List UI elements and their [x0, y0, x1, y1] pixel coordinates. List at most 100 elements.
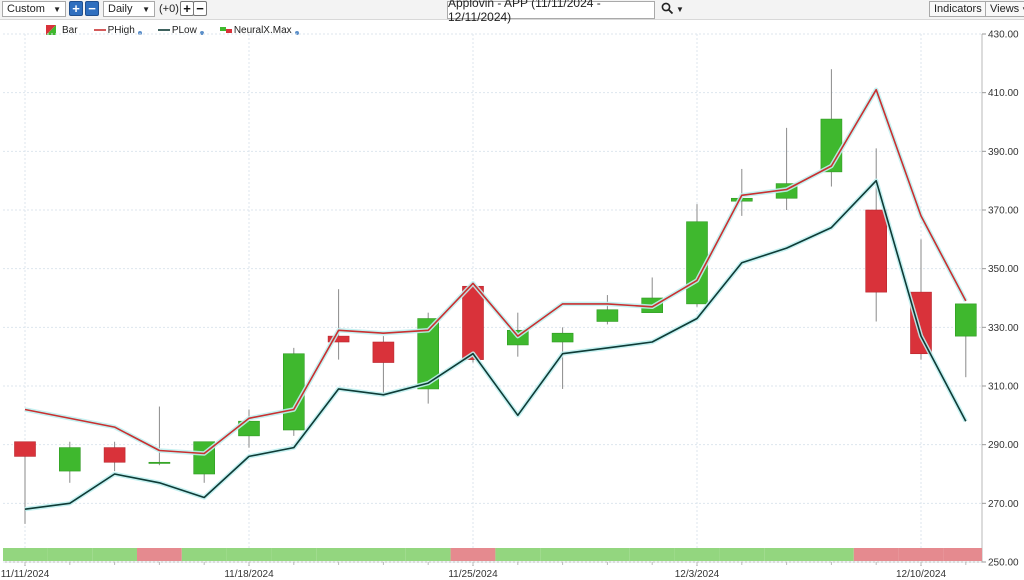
settings-dot-icon[interactable] [294, 30, 299, 35]
indicators-button[interactable]: Indicators ▼ [929, 1, 997, 17]
x-tick-label: 11/11/2024 [1, 569, 50, 580]
signal-band-segment [495, 548, 541, 561]
range-select-value: Custom [7, 3, 45, 15]
signal-band-segment [137, 548, 182, 561]
candle-body [462, 285, 484, 360]
candle-body [58, 447, 81, 472]
signal-band-segment [540, 548, 585, 561]
candle-body [282, 353, 305, 431]
signal-band-segment [853, 548, 899, 561]
range-select[interactable]: Custom ▼ [2, 1, 66, 17]
signal-band-segment [3, 548, 48, 561]
offset-minus-button[interactable]: − [193, 1, 207, 16]
toolbar: Custom ▼ + − Daily ▼ (+0) + − Applovin -… [0, 0, 1024, 24]
candle-body [238, 420, 260, 437]
interval-select[interactable]: Daily ▼ [103, 1, 155, 17]
x-tick-label: 11/25/2024 [448, 569, 498, 580]
signal-band-segment [809, 548, 854, 561]
signal-swatch-icon [219, 27, 232, 33]
line-swatch-icon [157, 29, 170, 31]
signal-band-segment [316, 548, 361, 561]
plus-icon: + [183, 1, 191, 16]
series-line [24, 88, 967, 455]
minus-icon: − [88, 1, 96, 16]
chart-title[interactable]: Applovin - APP (11/11/2024 - 12/11/2024) [447, 0, 655, 24]
y-tick-label: 410.00 [988, 88, 1019, 99]
zoom-out-button[interactable]: − [85, 1, 99, 16]
signal-band-segment [405, 548, 451, 561]
candle-body [954, 303, 977, 337]
y-tick-label: 310.00 [988, 382, 1019, 393]
signal-band-segment [585, 548, 630, 561]
legend-item-plow[interactable]: PLow [157, 24, 204, 36]
candle-body [910, 291, 932, 355]
plus-icon: + [72, 1, 80, 16]
signal-band-segment [898, 548, 944, 561]
chevron-down-icon: ▼ [142, 4, 150, 14]
candle-body [148, 461, 171, 464]
legend-item-bar[interactable]: Bar [46, 25, 78, 36]
zoom-in-button[interactable]: + [69, 1, 83, 16]
y-tick-label: 370.00 [988, 206, 1019, 217]
settings-dot-icon[interactable] [199, 30, 204, 35]
legend-label: PLow [171, 24, 197, 36]
y-tick-label: 430.00 [988, 30, 1019, 41]
interval-select-value: Daily [108, 3, 133, 15]
views-button[interactable]: Views ▼ [985, 1, 1024, 17]
legend-label: PHigh [107, 24, 135, 36]
candle-body [641, 297, 664, 313]
candle-body [506, 329, 529, 346]
chevron-down-icon: ▼ [53, 4, 61, 14]
chevron-down-icon[interactable]: ▼ [676, 5, 684, 14]
candle-body [193, 441, 215, 475]
x-axis: 11/11/2024 11/18/2024 11/25/2024 12/3/2024 1… [1, 562, 967, 580]
candle-body [865, 209, 888, 293]
candle-body [820, 118, 843, 173]
legend-label: NeuralX.Max [233, 24, 292, 36]
chart-legend: Bar PHigh PLow NeuralX.Max [46, 23, 315, 37]
bar-swatch-icon [46, 25, 56, 35]
views-label: Views [990, 3, 1020, 15]
indicator-lines [24, 87, 968, 512]
y-tick-label: 250.00 [988, 558, 1019, 569]
signal-band-segment [271, 548, 317, 561]
legend-item-neuralx[interactable]: NeuralX.Max [219, 24, 299, 36]
series-line-glow [24, 178, 968, 512]
legend-item-phigh[interactable]: PHigh [93, 24, 142, 36]
signal-band-segment [361, 548, 406, 561]
candle-body [730, 197, 753, 202]
signal-band-segment [629, 548, 675, 561]
signal-band-segment [719, 548, 765, 561]
grid [3, 33, 983, 563]
candle-body [372, 341, 395, 363]
candle-body [417, 318, 440, 390]
y-tick-label: 390.00 [988, 147, 1019, 158]
y-tick-label: 330.00 [988, 323, 1019, 334]
y-tick-label: 290.00 [988, 440, 1019, 451]
minus-icon: − [196, 1, 204, 16]
indicators-label: Indicators [934, 3, 982, 15]
series-line [24, 179, 967, 510]
settings-dot-icon[interactable] [137, 30, 142, 35]
chart-title-text: Applovin - APP (11/11/2024 - 12/11/2024) [448, 0, 601, 24]
chevron-down-icon: ▼ [1021, 5, 1024, 14]
search-icon[interactable] [661, 2, 674, 18]
candle-body [686, 221, 708, 305]
candle-body [551, 332, 574, 343]
signal-band-segment [450, 548, 496, 561]
candles [14, 69, 977, 524]
x-tick-label: 11/18/2024 [224, 569, 274, 580]
offset-plus-button[interactable]: + [180, 1, 194, 16]
y-axis: 430.00 410.00 390.00 370.00 350.00 330.00 310.… [982, 30, 1019, 569]
signal-band [3, 548, 982, 561]
y-tick-label: 270.00 [988, 499, 1019, 510]
offset-label: (+0) [159, 3, 179, 15]
signal-band-segment [92, 548, 137, 561]
signal-band-segment [764, 548, 809, 561]
signal-band-segment [181, 548, 227, 561]
candle-body [775, 183, 798, 199]
x-tick-label: 12/3/2024 [675, 569, 720, 580]
candle-body [103, 447, 126, 463]
